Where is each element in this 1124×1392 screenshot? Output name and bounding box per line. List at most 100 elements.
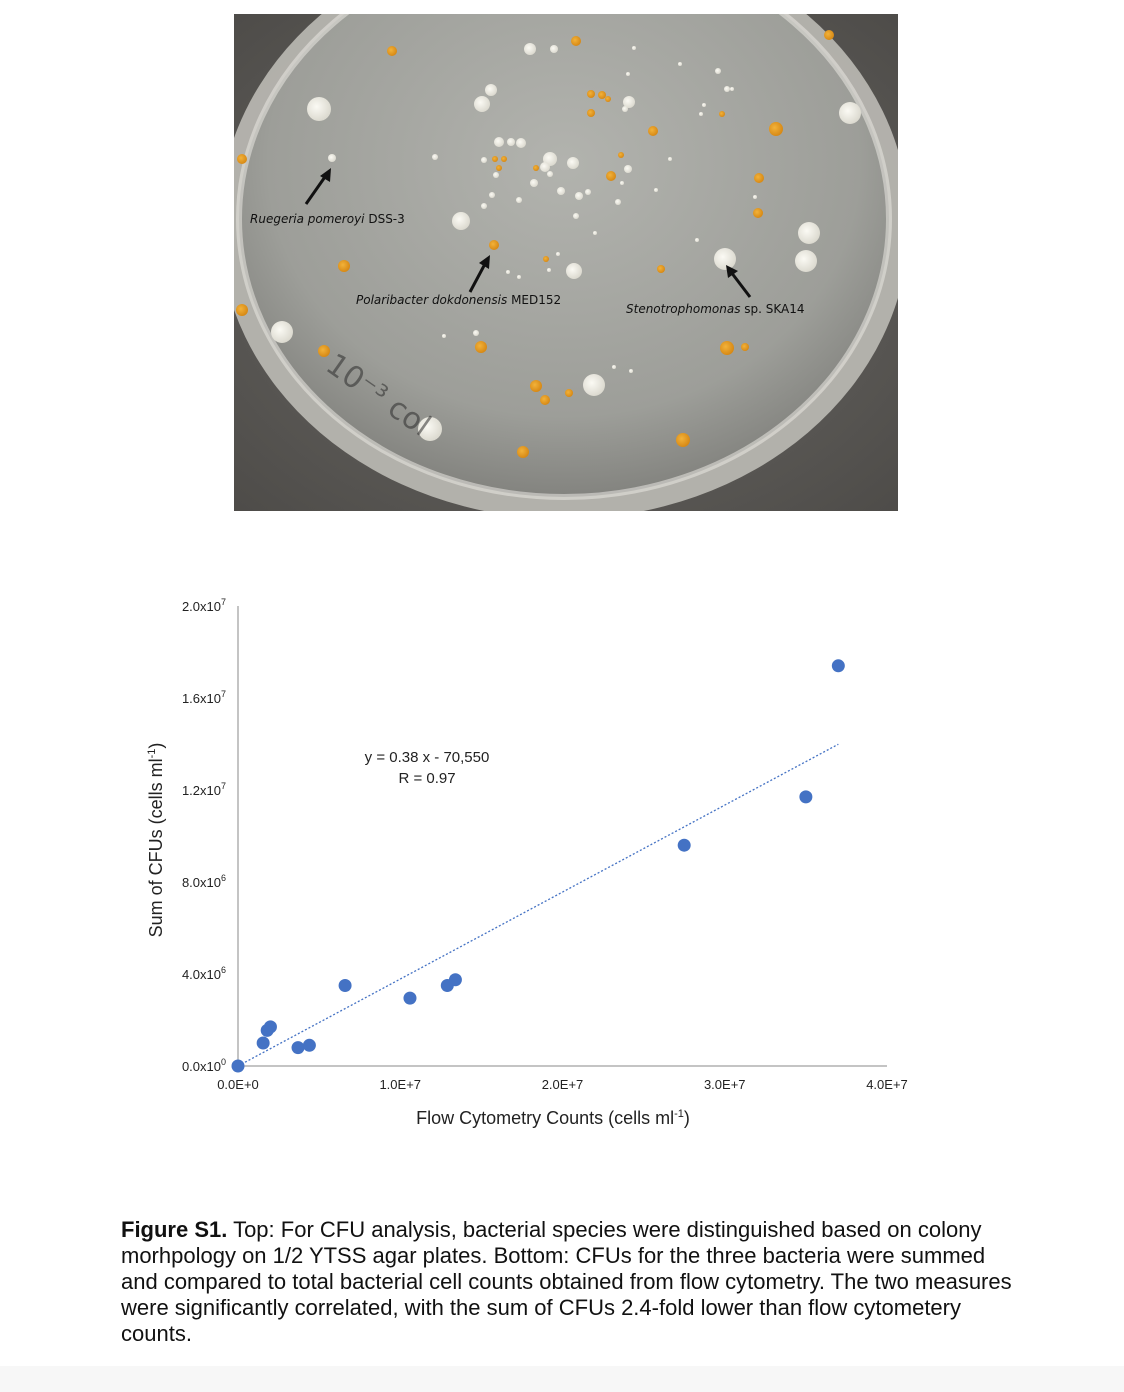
- chart-axes: [237, 606, 887, 1067]
- white-colony: [668, 157, 672, 161]
- white-colony: [494, 137, 504, 147]
- white-colony: [702, 103, 706, 107]
- white-colony: [724, 86, 730, 92]
- white-colony: [624, 165, 632, 173]
- figure-caption: Figure S1. Top: For CFU analysis, bacter…: [121, 1217, 1021, 1347]
- r-value-label: R = 0.97: [398, 770, 455, 787]
- white-colony: [567, 157, 579, 169]
- white-colony: [556, 252, 560, 256]
- white-colony: [575, 192, 583, 200]
- orange-colony: [501, 156, 507, 162]
- orange-colony: [720, 341, 734, 355]
- white-colony: [489, 192, 495, 198]
- orange-colony: [676, 433, 690, 447]
- white-colony: [547, 171, 553, 177]
- white-colony: [547, 268, 551, 272]
- y-axis-label: Sum of CFUs (cells ml-1): [146, 743, 166, 938]
- orange-colony: [598, 91, 606, 99]
- agar-plate-photo: 10⁻³ col Ruegeria pomeroyi DSS-3 Polarib…: [234, 14, 898, 511]
- white-colony: [620, 181, 624, 185]
- orange-colony: [606, 171, 616, 181]
- white-colony: [585, 189, 591, 195]
- white-colony: [632, 46, 636, 50]
- orange-colony: [824, 30, 834, 40]
- y-tick-label: 1.2x107: [182, 781, 226, 798]
- arrow-icon-ruegeria: [304, 168, 331, 205]
- white-colony: [629, 369, 633, 373]
- page-bottom-bar: [0, 1366, 1124, 1392]
- white-colony: [839, 102, 861, 124]
- white-colony: [442, 334, 446, 338]
- plate-edge-highlight: [236, 14, 892, 500]
- orange-colony: [530, 380, 542, 392]
- label-polaribacter: Polaribacter dokdonensis MED152: [356, 293, 561, 307]
- orange-colony: [318, 345, 330, 357]
- white-colony: [566, 263, 582, 279]
- white-colony: [678, 62, 682, 66]
- y-tick-label: 0.0x100: [182, 1057, 226, 1074]
- white-colony: [550, 45, 558, 53]
- white-colony: [485, 84, 497, 96]
- orange-colony: [237, 154, 247, 164]
- white-colony: [593, 231, 597, 235]
- y-tick-label: 4.0x106: [182, 965, 226, 982]
- arrow-icon-polaribacter: [468, 255, 490, 293]
- x-tick-label: 3.0E+7: [704, 1077, 746, 1092]
- trendline-group: [237, 743, 839, 1067]
- data-point: [256, 1036, 270, 1050]
- x-tick-label: 1.0E+7: [379, 1077, 421, 1092]
- orange-colony: [754, 173, 764, 183]
- caption-text: Top: For CFU analysis, bacterial species…: [121, 1217, 1012, 1346]
- orange-colony: [543, 256, 549, 262]
- orange-colony: [540, 395, 550, 405]
- white-colony: [615, 199, 621, 205]
- arrow-icon-stenotrophomonas: [726, 265, 752, 298]
- white-colony: [481, 203, 487, 209]
- x-axis-label: Flow Cytometry Counts (cells ml-1): [416, 1108, 690, 1128]
- data-point: [338, 979, 352, 992]
- y-tick-label: 1.6x107: [182, 689, 226, 706]
- y-tick-label: 2.0x107: [182, 597, 226, 614]
- orange-colony: [648, 126, 658, 136]
- data-point: [291, 1041, 305, 1055]
- orange-colony: [587, 109, 595, 117]
- orange-colony: [533, 165, 539, 171]
- white-colony: [328, 154, 336, 162]
- orange-colony: [236, 304, 248, 316]
- white-colony: [524, 43, 536, 55]
- white-colony: [612, 365, 616, 369]
- white-colony: [307, 97, 331, 121]
- chart-tick-labels: 0.0E+0 1.0E+7 2.0E+7 3.0E+7 4.0E+7 0.0x100 4.0…: [182, 597, 908, 1092]
- orange-colony: [571, 36, 581, 46]
- label-stenotrophomonas: Stenotrophomonas sp. SKA14: [626, 302, 805, 316]
- orange-colony: [769, 122, 783, 136]
- white-colony: [699, 112, 703, 116]
- data-point: [799, 790, 813, 804]
- data-point: [231, 1059, 245, 1073]
- white-colony: [583, 374, 605, 396]
- orange-colony: [657, 265, 665, 273]
- orange-colony: [489, 240, 499, 250]
- white-colony: [730, 87, 734, 91]
- white-colony: [626, 72, 630, 76]
- plate-agar: [239, 14, 889, 497]
- x-tick-label: 2.0E+7: [542, 1077, 584, 1092]
- white-colony: [654, 188, 658, 192]
- data-point: [263, 1020, 277, 1034]
- orange-colony: [338, 260, 350, 272]
- white-colony: [452, 212, 470, 230]
- orange-colony: [587, 90, 595, 98]
- data-point: [403, 991, 417, 1005]
- data-point: [677, 838, 691, 852]
- white-colony: [753, 195, 757, 199]
- white-colony: [506, 270, 510, 274]
- white-colony: [623, 96, 635, 108]
- white-colony: [473, 330, 479, 336]
- white-colony: [516, 197, 522, 203]
- white-colony: [622, 106, 628, 112]
- white-colony: [530, 179, 538, 187]
- orange-colony: [741, 343, 749, 351]
- white-colony: [432, 154, 438, 160]
- white-colony: [715, 68, 721, 74]
- white-colony: [695, 238, 699, 242]
